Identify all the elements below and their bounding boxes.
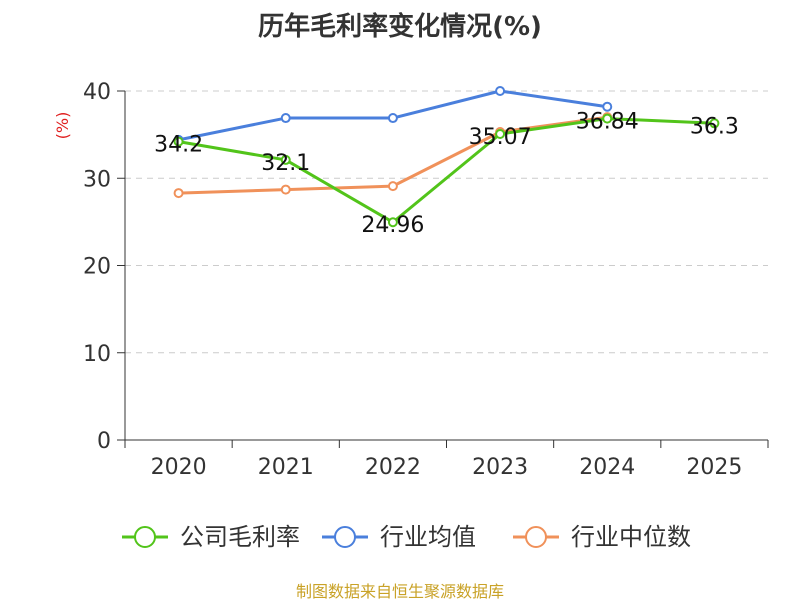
- data-point: [280, 184, 291, 195]
- data-point: [495, 129, 506, 140]
- x-tick-label: 2024: [579, 455, 635, 480]
- y-tick-label: 30: [83, 167, 111, 192]
- legend-marker: [134, 526, 156, 548]
- data-point: [602, 113, 613, 124]
- data-label: 34.2: [154, 133, 203, 158]
- x-tick-label: 2020: [151, 455, 207, 480]
- legend-label: 公司毛利率: [180, 523, 300, 551]
- data-point: [495, 86, 506, 96]
- data-label: 24.96: [361, 213, 424, 238]
- legend-label: 行业均值: [380, 523, 476, 551]
- chart-title: 历年毛利率变化情况(%): [258, 12, 542, 42]
- data-label: 35.07: [469, 125, 532, 150]
- data-point: [280, 113, 291, 124]
- x-tick-label: 2025: [686, 455, 742, 480]
- data-label: 32.1: [261, 151, 310, 176]
- y-tick-label: 20: [83, 255, 111, 280]
- source-note: 制图数据来自恒生聚源数据库: [295, 582, 504, 601]
- data-label: 36.3: [690, 114, 739, 139]
- y-tick-label: 0: [97, 429, 111, 454]
- data-point: [387, 113, 398, 124]
- y-tick-label: 10: [83, 342, 111, 367]
- y-tick-label: 40: [83, 80, 111, 105]
- x-tick-label: 2022: [365, 455, 421, 480]
- x-tick-label: 2023: [472, 455, 528, 480]
- data-point: [709, 118, 720, 129]
- y-axis-label: (%): [53, 112, 72, 140]
- data-point: [387, 217, 398, 228]
- legend-marker: [525, 526, 547, 548]
- data-point: [280, 154, 291, 165]
- data-point: [173, 188, 184, 199]
- series-line: [178, 117, 715, 224]
- data-point: [173, 136, 184, 147]
- data-point: [602, 101, 613, 112]
- data-label: 36.84: [576, 110, 639, 135]
- x-tick-label: 2021: [258, 455, 314, 480]
- legend-label: 行业中位数: [571, 523, 691, 551]
- data-point: [387, 181, 398, 192]
- legend-marker: [334, 526, 356, 548]
